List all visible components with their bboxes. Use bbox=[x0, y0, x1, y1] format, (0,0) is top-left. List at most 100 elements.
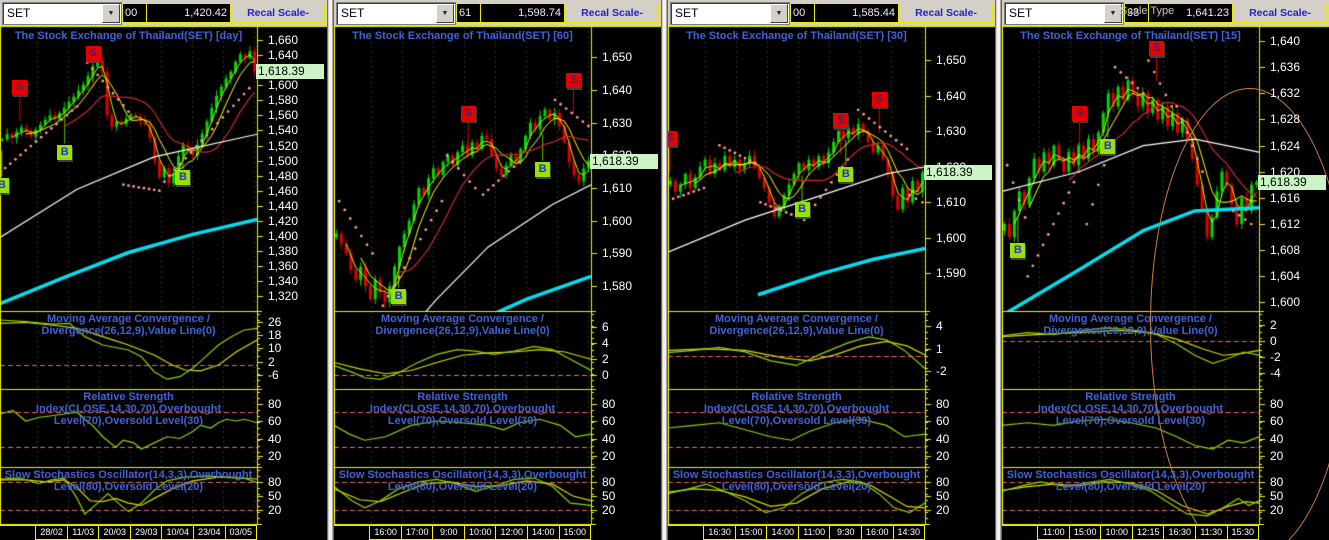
sell-marker: S bbox=[566, 73, 581, 89]
time-axis: 16:00 17:00 9:00 10:00 12:00 14:00 15:00 bbox=[334, 525, 592, 540]
sell-marker: S bbox=[1149, 40, 1165, 56]
last-price-field[interactable]: 1,420.42 bbox=[146, 3, 231, 23]
time-axis-label: 11:00 bbox=[1037, 525, 1070, 540]
time-axis-label: 14:00 bbox=[527, 525, 560, 540]
chart-stack: The Stock Exchange of Thailand(SET) [15]… bbox=[1002, 26, 1329, 540]
chart-stack: The Stock Exchange of Thailand(SET) [30]… bbox=[668, 26, 995, 540]
time-axis-label: 16:30 bbox=[1163, 525, 1196, 540]
symbol-select-value: SET bbox=[675, 6, 699, 20]
chevron-down-icon[interactable]: ▼ bbox=[436, 4, 454, 23]
last-price-tag: 1,618.39 bbox=[924, 165, 992, 181]
time-axis-label: 11:30 bbox=[1195, 525, 1228, 540]
time-axis-label: 9:00 bbox=[432, 525, 465, 540]
symbol-select-value: SET bbox=[1009, 6, 1033, 20]
time-axis-lead bbox=[0, 525, 37, 540]
time-axis-lead bbox=[668, 525, 705, 540]
sell-marker: S bbox=[460, 105, 476, 121]
buy-marker: B bbox=[1100, 138, 1116, 154]
last-price-tag: 1,618.39 bbox=[590, 153, 658, 169]
symbol-select-value: SET bbox=[341, 6, 365, 20]
time-axis-label: 14:30 bbox=[892, 525, 926, 540]
recal-scale-button[interactable]: Recal Scale-Linear bbox=[231, 3, 325, 37]
buy-marker: B bbox=[175, 170, 191, 186]
last-price-field[interactable]: 1,598.74 bbox=[480, 3, 565, 23]
sell-marker: S bbox=[833, 113, 849, 129]
last-price-tag: 1,618.39 bbox=[1258, 175, 1326, 191]
recal-scale-button[interactable]: Recal Scale-Linear bbox=[1233, 3, 1327, 37]
time-axis-label: 28/02 bbox=[35, 525, 68, 540]
time-axis-label: 23/04 bbox=[193, 525, 226, 540]
time-axis-label: 10/04 bbox=[161, 525, 194, 540]
chart-stack: The Stock Exchange of Thailand(SET) [60]… bbox=[334, 26, 661, 540]
chevron-down-icon[interactable]: ▼ bbox=[1104, 4, 1122, 23]
sell-marker: S bbox=[1072, 105, 1088, 121]
time-axis-label: 15:00 bbox=[558, 525, 592, 540]
sell-marker: S bbox=[871, 92, 887, 108]
time-axis-label: 29/03 bbox=[129, 525, 163, 540]
time-axis-label: 12:15 bbox=[1131, 525, 1165, 540]
symbol-select-value: SET bbox=[7, 6, 31, 20]
time-axis: 28/02 11/03 20/03 29/03 10/04 23/04 03/05 bbox=[0, 525, 258, 540]
time-axis-label: 03/05 bbox=[224, 525, 258, 540]
sell-marker: S bbox=[12, 79, 28, 95]
sell-marker: S bbox=[85, 45, 101, 61]
buy-marker: B bbox=[794, 202, 810, 218]
drawn-ellipse-annotation[interactable] bbox=[1150, 88, 1329, 540]
code-field[interactable]: 61 bbox=[456, 3, 483, 23]
time-axis-label: 10:00 bbox=[463, 525, 497, 540]
buy-marker: B bbox=[535, 161, 551, 177]
time-axis-label: 10:00 bbox=[1100, 525, 1133, 540]
chart-canvas[interactable] bbox=[668, 26, 995, 525]
time-axis-label: 15:30 bbox=[1226, 525, 1260, 540]
symbol-select[interactable]: SET ▼ bbox=[2, 2, 122, 25]
time-axis-label: 17:00 bbox=[400, 525, 434, 540]
panel-splitter[interactable] bbox=[661, 0, 668, 540]
last-price-field[interactable]: 1,641.23 bbox=[1148, 3, 1233, 23]
buy-marker: B bbox=[391, 288, 407, 304]
time-axis: 16:30 15:00 14:00 11:00 9:30 16:00 14:30 bbox=[668, 525, 926, 540]
time-axis-lead bbox=[334, 525, 371, 540]
symbol-select[interactable]: SET ▼ bbox=[1004, 2, 1124, 25]
code-field[interactable]: 00 bbox=[790, 3, 817, 23]
time-axis-label: 9:30 bbox=[829, 525, 862, 540]
buy-marker: B bbox=[1010, 243, 1026, 259]
time-axis-label: 16:00 bbox=[861, 525, 894, 540]
time-axis-label: 15:00 bbox=[1068, 525, 1102, 540]
time-axis-label: 11/03 bbox=[66, 525, 100, 540]
recal-scale-button[interactable]: Recal Scale-Linear bbox=[565, 3, 659, 37]
code-field[interactable]: 00 bbox=[122, 3, 149, 23]
symbol-select[interactable]: SET ▼ bbox=[670, 2, 790, 25]
buy-marker: B bbox=[0, 177, 10, 193]
buy-marker: B bbox=[838, 166, 854, 182]
chevron-down-icon[interactable]: ▼ bbox=[102, 4, 120, 23]
last-price-tag: 1,618.39 bbox=[256, 64, 324, 80]
sell-marker: S bbox=[668, 131, 678, 147]
time-axis-label: 16:00 bbox=[369, 525, 402, 540]
chart-stack: The Stock Exchange of Thailand(SET) [day… bbox=[0, 26, 327, 540]
time-axis-lead bbox=[1002, 525, 1039, 540]
time-axis-label: 12:00 bbox=[495, 525, 528, 540]
chart-canvas[interactable] bbox=[334, 26, 661, 525]
recal-scale-button[interactable]: Recal Scale-Linear bbox=[899, 3, 993, 37]
code-field[interactable]: 33 bbox=[1124, 3, 1151, 23]
symbol-select[interactable]: SET ▼ bbox=[336, 2, 456, 25]
chart-canvas[interactable] bbox=[0, 26, 327, 525]
time-axis: 11:00 15:00 10:00 12:15 16:30 11:30 15:30 bbox=[1002, 525, 1260, 540]
time-axis-label: 20/03 bbox=[98, 525, 131, 540]
time-axis-label: 14:00 bbox=[766, 525, 799, 540]
buy-marker: B bbox=[57, 144, 73, 160]
time-axis-label: 15:00 bbox=[734, 525, 768, 540]
last-price-field[interactable]: 1,585.44 bbox=[814, 3, 899, 23]
panel-splitter[interactable] bbox=[327, 0, 334, 540]
chevron-down-icon[interactable]: ▼ bbox=[770, 4, 788, 23]
panel-splitter[interactable] bbox=[995, 0, 1002, 540]
